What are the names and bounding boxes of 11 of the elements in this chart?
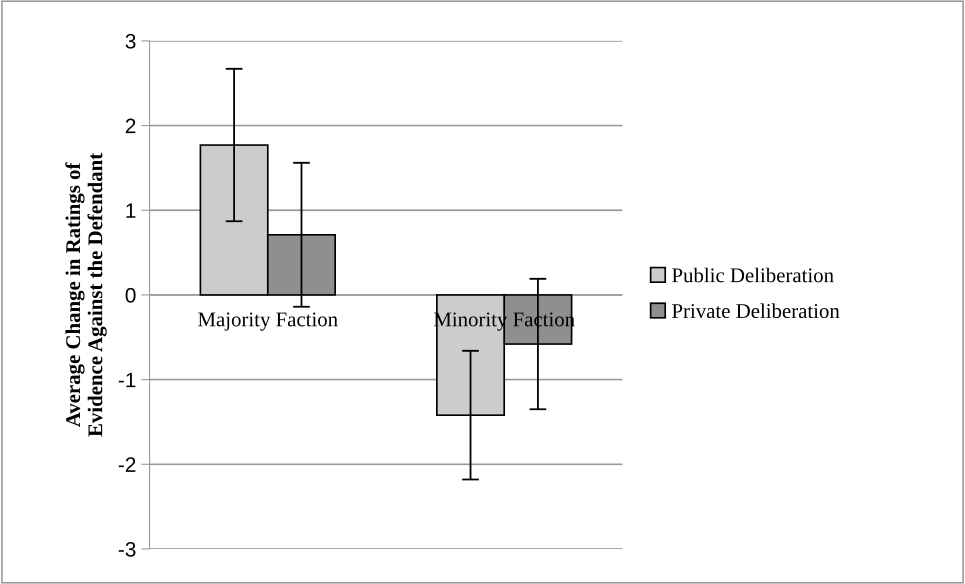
y-tick-label: -1 — [118, 372, 136, 388]
y-tick-label: 1 — [126, 203, 136, 218]
y-tick-label: -2 — [118, 457, 136, 472]
x-tick-label: Majority Faction — [198, 312, 338, 331]
legend-label: Public Deliberation — [672, 268, 834, 282]
y-tick-label: -3 — [118, 542, 136, 557]
legend-label: Private Deliberation — [672, 303, 840, 318]
y-tick-label: 2 — [126, 118, 136, 134]
y-tick-label: 0 — [126, 288, 136, 303]
y-tick-label: 3 — [126, 34, 136, 49]
y-axis-title: Average Change in Ratings of Evidence Against the Defendant — [65, 152, 107, 437]
